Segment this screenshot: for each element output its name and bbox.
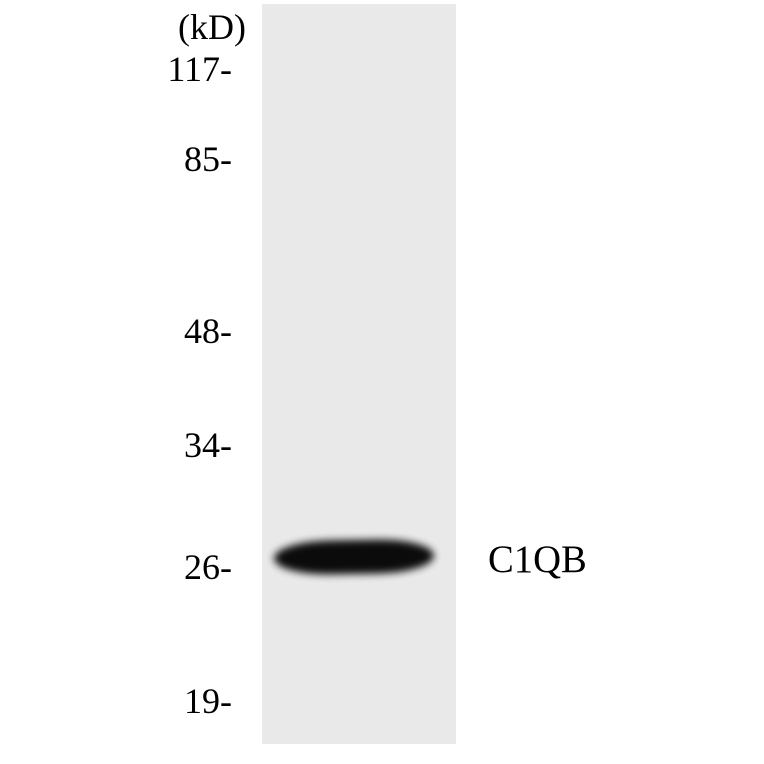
mw-marker-19: 19- [184,680,232,722]
western-blot-figure: (kD) 117- 85- 48- 34- 26- 19- C1QB [0,0,764,764]
unit-label: (kD) [178,6,246,48]
mw-marker-48: 48- [184,310,232,352]
mw-marker-26: 26- [184,546,232,588]
mw-marker-85: 85- [184,138,232,180]
mw-marker-117: 117- [167,48,232,90]
mw-marker-34: 34- [184,424,232,466]
band-label: C1QB [488,538,587,582]
protein-band [274,539,435,576]
blot-lane [262,4,456,744]
